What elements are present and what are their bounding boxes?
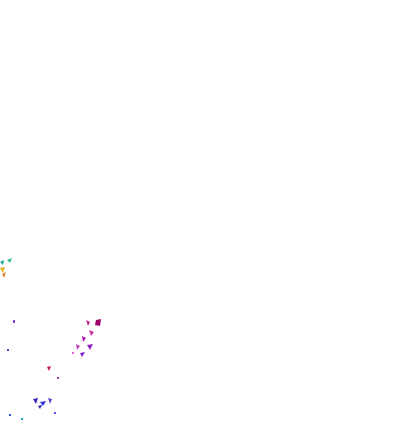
speck — [89, 330, 94, 336]
speck — [13, 320, 15, 323]
speck — [82, 336, 86, 342]
speck — [72, 352, 74, 354]
speck — [76, 344, 80, 350]
speck — [86, 320, 90, 326]
speck-cluster-bottom — [9, 398, 56, 420]
speck — [7, 258, 12, 263]
speck — [87, 344, 93, 350]
speck — [9, 414, 11, 416]
speck — [38, 405, 42, 409]
speck — [2, 272, 6, 278]
speck — [40, 401, 46, 406]
speck — [48, 398, 52, 404]
speck — [57, 377, 59, 379]
speck — [33, 398, 38, 404]
speck — [7, 349, 9, 351]
speck — [95, 319, 101, 326]
speck — [54, 412, 56, 414]
speck-cluster-middle — [47, 319, 101, 379]
speck — [80, 352, 85, 357]
speck — [21, 418, 23, 420]
speck — [47, 366, 51, 371]
speck — [0, 267, 5, 273]
speck-cluster-left — [0, 258, 15, 351]
speck — [0, 260, 4, 265]
